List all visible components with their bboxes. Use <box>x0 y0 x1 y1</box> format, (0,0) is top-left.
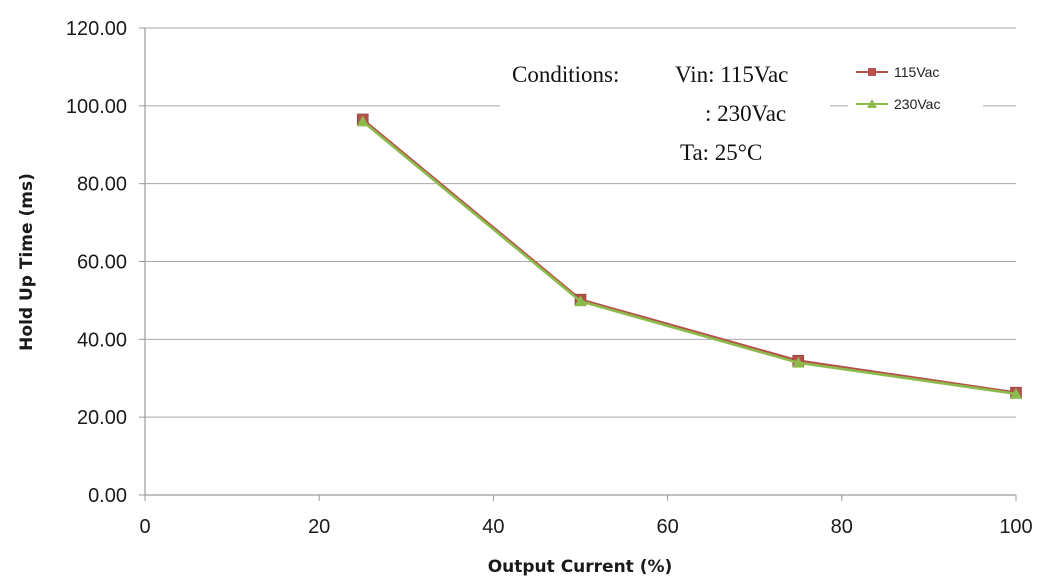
series-line-115vac <box>361 118 1017 394</box>
legend-label-230vac: 230Vac <box>894 96 940 112</box>
x-tick-label: 100 <box>999 516 1032 538</box>
legend-label-115vac: 115Vac <box>894 64 939 80</box>
conditions-box <box>500 55 830 175</box>
x-tick-label: 0 <box>139 516 150 538</box>
y-tick-label: 0.00 <box>88 485 127 507</box>
series-group <box>356 113 1022 399</box>
legend-marker-115vac <box>868 68 876 76</box>
legend-item-230vac: 230Vac <box>856 96 940 112</box>
legend-marker-230vac <box>867 99 877 108</box>
y-tick-label: 20.00 <box>77 407 127 429</box>
x-axis-title: Output Current (%) <box>488 557 673 577</box>
x-tick-label: 60 <box>656 516 678 538</box>
series-line-230vac <box>361 120 1017 396</box>
data-point-230vac <box>574 295 587 307</box>
legend: 115Vac 230Vac <box>848 58 983 116</box>
y-tick-label: 100.00 <box>66 96 127 118</box>
conditions-vin-2: : 230Vac <box>705 101 786 126</box>
y-tick-labels: 0.00 20.00 40.00 60.00 80.00 100.00 120.00 <box>66 18 127 507</box>
y-tick-label: 40.00 <box>77 329 127 351</box>
axes <box>144 28 1016 496</box>
conditions-vin: Vin: 115Vac <box>675 62 788 87</box>
legend-item-115vac: 115Vac <box>856 64 939 80</box>
y-tick-label: 120.00 <box>66 18 127 40</box>
data-point-230vac <box>792 356 805 368</box>
data-point-230vac <box>356 115 369 127</box>
x-tick-label: 80 <box>831 516 853 538</box>
conditions-label: Conditions: <box>512 62 619 87</box>
x-tick-label: 20 <box>308 516 330 538</box>
x-tick-label: 40 <box>482 516 504 538</box>
y-tick-label: 80.00 <box>77 174 127 196</box>
x-tick-labels: 0 20 40 60 80 100 <box>139 516 1032 538</box>
conditions-ta: Ta: 25°C <box>680 140 762 165</box>
y-axis-title: Hold Up Time (ms) <box>17 173 37 351</box>
data-point-230vac <box>1010 387 1022 399</box>
y-tick-label: 60.00 <box>77 252 127 274</box>
